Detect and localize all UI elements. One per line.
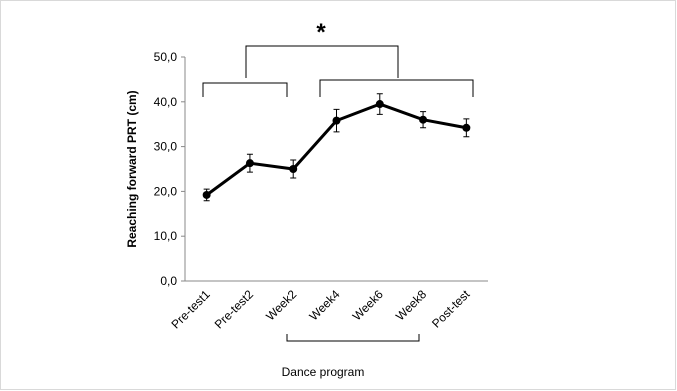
y-tick-label: 30,0	[154, 140, 178, 154]
data-point	[289, 165, 298, 173]
y-tick-label: 0,0	[160, 274, 177, 288]
y-tick-label: 20,0	[154, 184, 178, 198]
data-point	[375, 100, 384, 109]
data-point	[245, 159, 254, 168]
y-tick-label: 10,0	[154, 229, 178, 243]
data-point	[419, 115, 428, 124]
bracket	[202, 82, 288, 97]
significance-mark: *	[316, 19, 326, 46]
y-tick-label: 40,0	[154, 95, 178, 109]
data-point	[462, 123, 471, 132]
bracket	[319, 79, 474, 97]
y-axis-label: Reaching forward PRT (cm)	[125, 90, 139, 247]
data-point	[202, 190, 211, 199]
y-tick-label: 50,0	[154, 50, 178, 64]
data-point	[332, 116, 341, 125]
bracket	[245, 45, 399, 78]
brackets	[202, 45, 474, 342]
bracket	[286, 334, 420, 342]
x-axis-label: Dance program	[282, 365, 365, 379]
